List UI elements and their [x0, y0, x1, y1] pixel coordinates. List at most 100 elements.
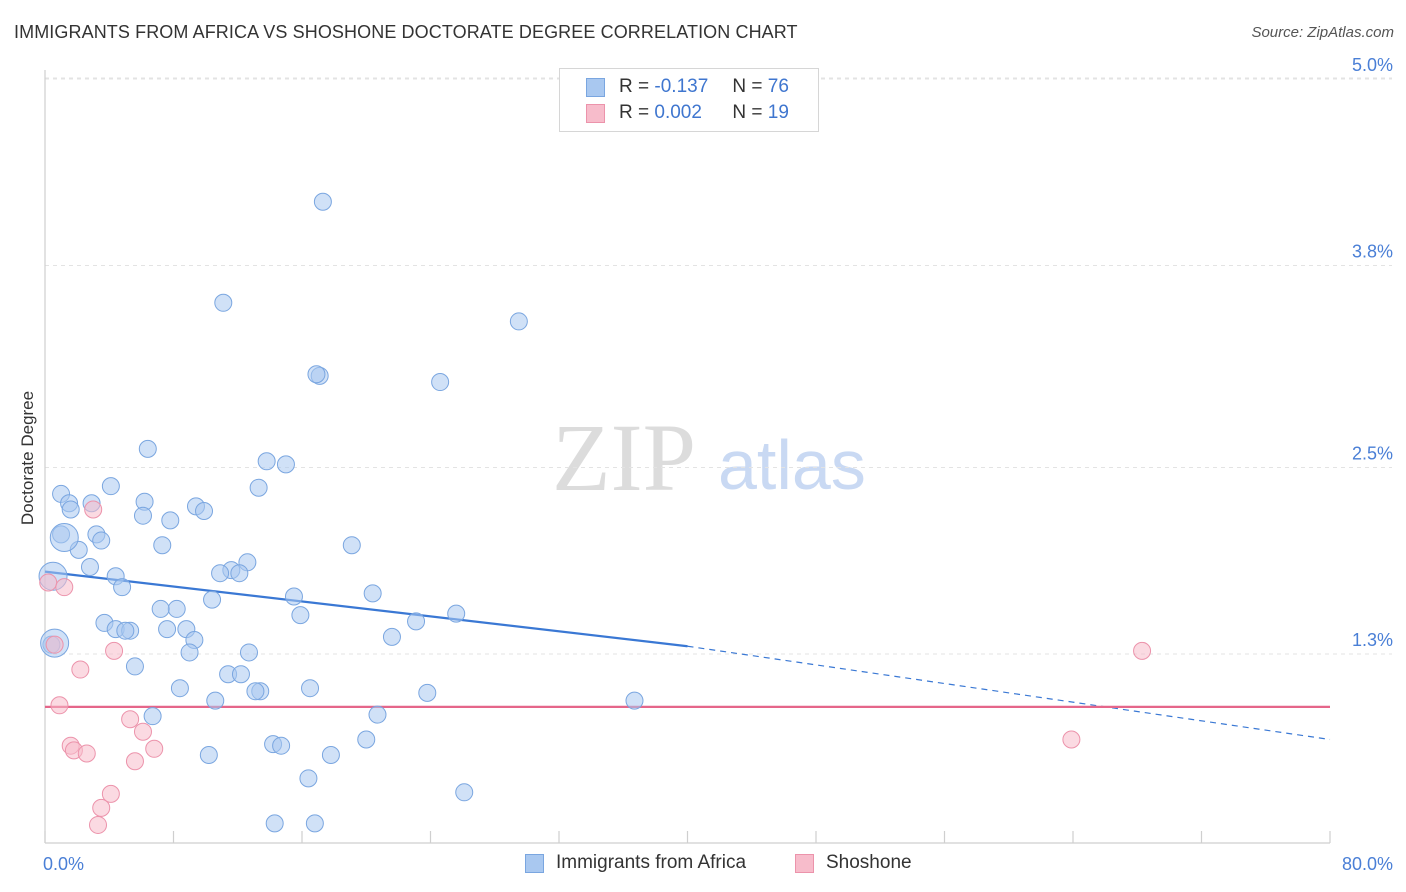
legend-item-africa[interactable]: Immigrants from Africa [525, 852, 746, 874]
legend-item-shoshone[interactable]: Shoshone [795, 852, 912, 874]
africa-point [158, 620, 177, 639]
africa-point [305, 814, 324, 833]
africa-point [180, 643, 199, 662]
africa-point [342, 536, 361, 555]
africa-point [161, 511, 180, 530]
africa-trend-line [44, 570, 688, 648]
shoshone-point [55, 578, 74, 597]
shoshone-legend-swatch [795, 853, 814, 873]
africa-point [239, 643, 258, 662]
x-tick-label-max: 80.0% [1342, 854, 1393, 874]
shoshone-point [77, 744, 96, 763]
africa-point [447, 604, 466, 623]
shoshone-swatch [586, 103, 605, 123]
africa-point [113, 578, 132, 597]
africa-point [203, 590, 222, 609]
africa-trend-line-extension [687, 645, 1331, 741]
africa-point [509, 312, 528, 331]
africa-point [211, 564, 230, 583]
africa-point [257, 452, 276, 471]
africa-point [276, 455, 295, 474]
n-value: 19 [767, 102, 789, 123]
shoshone-point [101, 784, 120, 803]
y-tick-label: 5.0% [1352, 55, 1393, 75]
watermark: ZIP atlas [552, 404, 866, 511]
x-tick-label-min: 0.0% [43, 854, 84, 874]
stats-legend-row-africa: R = -0.137 N = 76 [586, 75, 789, 99]
africa-point [133, 506, 152, 525]
africa-point [357, 730, 376, 749]
shoshone-point [92, 798, 111, 817]
chart-source: Source: ZipAtlas.com [1251, 24, 1394, 41]
chart-title: IMMIGRANTS FROM AFRICA VS SHOSHONE DOCTO… [14, 22, 798, 42]
series-legend: Immigrants from Africa Shoshone [0, 850, 1406, 878]
shoshone-point [71, 660, 90, 679]
africa-point [199, 746, 218, 765]
africa-point [195, 502, 214, 521]
africa-swatch [586, 77, 605, 97]
africa-point [249, 478, 268, 497]
africa-point [101, 477, 120, 496]
shoshone-point [133, 722, 152, 741]
africa-point [265, 814, 284, 833]
africa-point [301, 679, 320, 698]
n-key: N = [732, 102, 763, 123]
r-value: 0.002 [654, 102, 702, 123]
legend-label-africa: Immigrants from Africa [556, 852, 747, 873]
africa-point [313, 192, 332, 211]
y-tick-label: 2.5% [1352, 444, 1393, 464]
n-key: N = [732, 76, 763, 97]
africa-point [138, 439, 157, 458]
africa-point [363, 584, 382, 603]
africa-point [284, 587, 303, 606]
africa-point [116, 621, 135, 640]
africa-point [170, 679, 189, 698]
africa-point [299, 769, 318, 788]
shoshone-point [89, 815, 108, 834]
axes [44, 70, 1331, 844]
africa-point [368, 705, 387, 724]
africa-point [167, 599, 186, 618]
legend-label-shoshone: Shoshone [826, 852, 912, 873]
shoshone-point [105, 641, 124, 660]
africa-point [307, 365, 326, 384]
r-key: R = [619, 76, 650, 97]
r-value: -0.137 [654, 76, 709, 97]
africa-point [291, 606, 310, 625]
shoshone-point [121, 710, 140, 729]
africa-legend-swatch [525, 853, 544, 873]
africa-point [49, 522, 79, 552]
africa-point [151, 599, 170, 618]
africa-point [206, 691, 225, 710]
trend-lines [44, 570, 1331, 741]
y-tick-label: 1.3% [1352, 630, 1393, 650]
shoshone-point [125, 752, 144, 771]
africa-point [418, 683, 437, 702]
africa-point [246, 682, 265, 701]
africa-point [143, 707, 162, 726]
africa-point [431, 373, 450, 392]
africa-point [125, 657, 144, 676]
stats-legend-row-shoshone: R = 0.002 N = 19 [586, 101, 789, 125]
africa-point [214, 293, 233, 312]
africa-point [272, 736, 291, 755]
n-value: 76 [767, 76, 789, 97]
shoshone-point [45, 635, 64, 654]
africa-point [231, 665, 250, 684]
shoshone-point [1133, 641, 1152, 660]
africa-point [455, 783, 474, 802]
y-tick-label: 3.8% [1352, 241, 1393, 261]
data-points [38, 192, 1152, 834]
shoshone-point [39, 573, 58, 592]
africa-point [92, 531, 111, 550]
r-key: R = [619, 102, 650, 123]
africa-point [407, 612, 426, 631]
africa-point [321, 746, 340, 765]
africa-point [153, 536, 172, 555]
africa-point [625, 691, 644, 710]
stats-legend: R = -0.137 N = 76 R = 0.002 N = 19 [559, 68, 819, 132]
shoshone-point [84, 500, 103, 519]
tick-labels: 1.3% 2.5% 3.8% 5.0% 0.0% 80.0% [43, 55, 1393, 874]
africa-point [382, 627, 401, 646]
